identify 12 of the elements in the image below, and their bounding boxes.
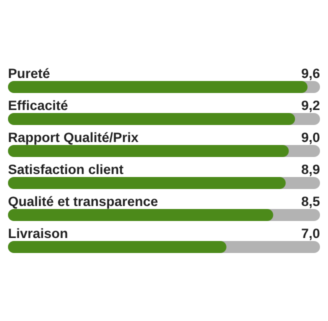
y-tick-label: Livraison: [8, 226, 68, 241]
y-tick-label: Efficacité: [8, 98, 69, 113]
y-tick-label: Rapport Qualité/Prix: [8, 130, 140, 145]
data-label: 9,0: [301, 130, 320, 145]
y-tick-label: Pureté: [8, 66, 51, 81]
data-label: 8,5: [301, 194, 320, 209]
y-tick-label: Satisfaction client: [8, 162, 124, 177]
data-label: 8,9: [301, 162, 320, 177]
y-tick-label: Qualité et transparence: [8, 194, 159, 209]
data-label: 9,6: [301, 66, 320, 81]
data-label: 7,0: [301, 226, 320, 241]
data-label: 9,2: [301, 98, 320, 113]
